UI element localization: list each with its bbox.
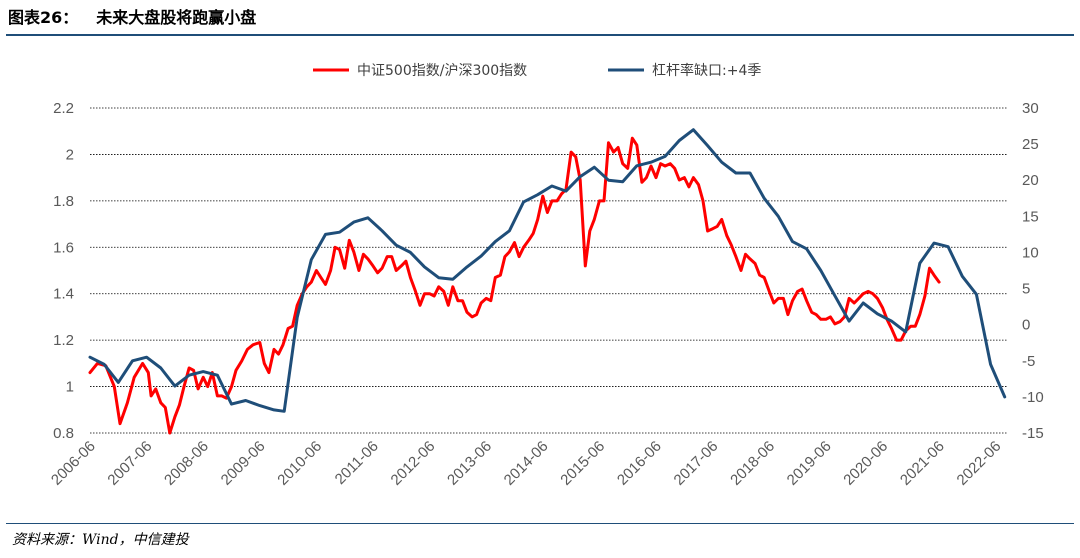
source-note: 资料来源：Wind，中信建投 [12,532,189,548]
x-tick-label: 2022-06 [954,438,1005,489]
figure-title-text: 未来大盘股将跑赢小盘 [96,8,257,27]
x-tick-label: 2012-06 [388,438,439,489]
y-right-tick-label: 5 [1022,281,1030,298]
x-tick-label: 2016-06 [614,438,665,489]
x-tick-label: 2010-06 [274,438,325,489]
title-divider [6,34,1074,36]
source-divider [6,523,1074,524]
x-tick-label: 2006-06 [48,438,99,489]
y-right-tick-label: 25 [1022,136,1039,153]
y-right-tick-label: 20 [1022,172,1039,189]
figure-title: 图表26： 未来大盘股将跑赢小盘 [8,4,274,28]
y-left-tick-label: 1 [66,379,74,396]
x-tick-label: 2017-06 [671,438,722,489]
x-tick-label: 2014-06 [501,438,552,489]
legend-label-2: 杠杆率缺口:+4季 [652,62,761,79]
y-right-tick-label: -15 [1022,425,1044,442]
x-tick-label: 2009-06 [218,438,269,489]
x-tick-label: 2020-06 [840,438,891,489]
y-right-tick-label: 10 [1022,244,1039,261]
y-left-tick-label: 1.6 [53,239,74,256]
y-right-tick-label: 0 [1022,317,1030,334]
x-tick-label: 2019-06 [784,438,835,489]
x-tick-label: 2008-06 [161,438,212,489]
y-left-tick-label: 0.8 [53,425,74,442]
y-right-tick-label: -5 [1022,353,1035,370]
figure-label: 图表26： [8,8,79,27]
y-left-tick-label: 1.2 [53,332,74,349]
x-tick-label: 2018-06 [727,438,778,489]
y-right-tick-label: 15 [1022,208,1039,225]
series-line-1 [88,136,941,435]
x-tick-label: 2007-06 [104,438,155,489]
series-line-2 [88,128,1007,413]
x-tick-label: 2021-06 [897,438,948,489]
legend-label-1: 中证500指数/沪深300指数 [357,63,527,79]
y-left-tick-label: 1.8 [53,193,74,210]
y-left-tick-label: 2 [66,146,74,163]
x-tick-label: 2013-06 [444,438,495,489]
line-chart: 0.8 1 1.2 1.4 1.6 1.8 2 2.2 -15 -10 -5 0 5 10 15 20 25 30… [48,62,1044,489]
x-tick-label: 2015-06 [557,438,608,489]
y-left-tick-label: 1.4 [53,286,74,303]
y-right-tick-label: -10 [1022,389,1044,406]
y-right-tick-label: 30 [1022,100,1039,117]
y-left-tick-label: 2.2 [53,100,74,117]
x-tick-label: 2011-06 [332,438,382,488]
